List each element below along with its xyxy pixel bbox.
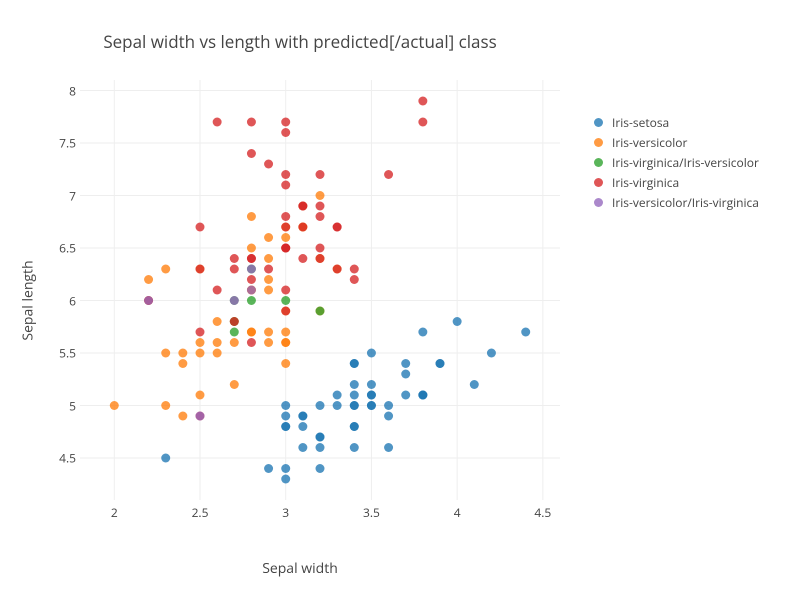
legend-swatch [590, 118, 606, 127]
legend-label: Iris-versicolor/Iris-virginica [612, 194, 759, 211]
y-tick-label: 6 [58, 292, 76, 309]
y-tick-label: 5 [58, 397, 76, 414]
plot-svg [80, 80, 560, 500]
legend-item[interactable]: Iris-virginica [590, 172, 759, 192]
legend-swatch [590, 138, 606, 147]
legend-label: Iris-setosa [612, 114, 669, 131]
chart-title: Sepal width vs length with predicted[/ac… [0, 30, 600, 53]
legend-label: Iris-virginica [612, 174, 679, 191]
legend-item[interactable]: Iris-setosa [590, 112, 759, 132]
x-tick-label: 4.5 [534, 504, 551, 521]
y-tick-label: 7.5 [58, 135, 76, 152]
x-tick-label: 3 [282, 504, 289, 521]
x-tick-label: 4 [454, 504, 461, 521]
legend-swatch [590, 198, 606, 207]
y-axis-label-wrap: Sepal length [18, 0, 38, 600]
legend-item[interactable]: Iris-versicolor/Iris-virginica [590, 192, 759, 212]
legend: Iris-setosa Iris-versicolor Iris-virginica… [590, 112, 759, 212]
x-tick-label: 2.5 [192, 504, 209, 521]
y-tick-label: 6.5 [58, 240, 76, 257]
legend-item[interactable]: Iris-virginica/Iris-versicolor [590, 152, 759, 172]
scatter-chart: Sepal width vs length with predicted[/ac… [0, 0, 800, 600]
y-axis-label: Sepal length [19, 260, 38, 340]
y-tick-label: 5.5 [58, 345, 76, 362]
legend-swatch [590, 178, 606, 187]
y-tick-label: 8 [58, 82, 76, 99]
y-tick-label: 7 [58, 187, 76, 204]
plot-area [80, 80, 560, 500]
legend-item[interactable]: Iris-versicolor [590, 132, 759, 152]
legend-label: Iris-versicolor [612, 134, 687, 151]
y-tick-label: 4.5 [58, 450, 76, 467]
x-tick-label: 2 [111, 504, 118, 521]
x-tick-label: 3.5 [363, 504, 380, 521]
legend-label: Iris-virginica/Iris-versicolor [612, 154, 759, 171]
x-axis-label: Sepal width [0, 559, 600, 578]
legend-swatch [590, 158, 606, 167]
